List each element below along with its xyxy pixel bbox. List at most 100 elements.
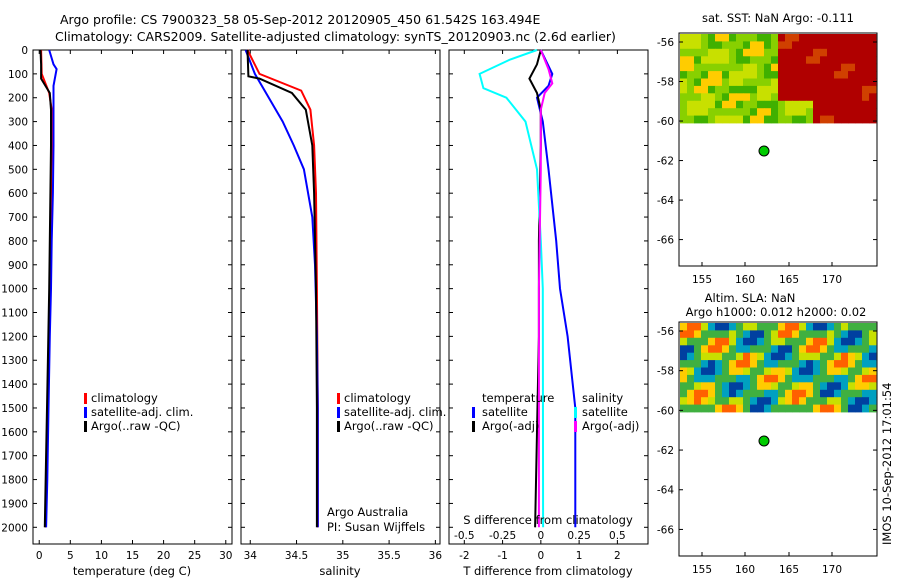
map-cell bbox=[827, 115, 835, 124]
map-cell bbox=[771, 48, 779, 57]
map-cell bbox=[694, 345, 702, 354]
map-cell bbox=[869, 108, 877, 116]
map-cell bbox=[778, 345, 786, 354]
note-pi: PI: Susan Wijffels bbox=[327, 520, 425, 534]
map-cell bbox=[708, 34, 716, 42]
map-cell bbox=[680, 41, 688, 50]
map-cell bbox=[820, 85, 828, 94]
map-cell bbox=[841, 115, 849, 124]
map-cell bbox=[680, 108, 688, 116]
map-cell bbox=[736, 382, 744, 391]
map-cell bbox=[708, 71, 716, 79]
depth-tick-label: 1800 bbox=[1, 475, 28, 487]
x-tick-label: 30 bbox=[219, 550, 232, 562]
map-cell bbox=[778, 360, 786, 368]
map-cell bbox=[729, 115, 737, 124]
map-cell bbox=[848, 115, 856, 124]
map-cell bbox=[757, 93, 765, 102]
sla-field bbox=[680, 323, 877, 413]
map-cell bbox=[785, 48, 793, 57]
map-cell bbox=[764, 108, 772, 116]
map-cell bbox=[806, 48, 814, 57]
map-cell bbox=[827, 330, 835, 339]
map-cell bbox=[778, 115, 786, 124]
map-cell bbox=[687, 48, 695, 57]
map-cell bbox=[708, 345, 716, 354]
map-cell bbox=[715, 337, 723, 346]
map-cell bbox=[743, 323, 751, 331]
map-cell bbox=[701, 374, 709, 383]
map-cell bbox=[841, 323, 849, 331]
map-cell bbox=[799, 100, 807, 109]
map-cell bbox=[792, 330, 800, 339]
x-tick-label: -2 bbox=[459, 550, 469, 562]
map-cell bbox=[820, 397, 828, 405]
depth-tick-label: 1600 bbox=[1, 427, 28, 439]
map-cell bbox=[855, 34, 863, 42]
map-cell bbox=[806, 71, 814, 79]
map-cell bbox=[820, 56, 828, 65]
map-cell bbox=[848, 108, 856, 116]
map-cell bbox=[869, 41, 877, 50]
map-cell bbox=[722, 100, 730, 109]
map-cell bbox=[750, 48, 758, 57]
legend-swatch-satellite bbox=[337, 407, 340, 418]
map-cell bbox=[743, 34, 751, 42]
x-tick-label: -1 bbox=[497, 550, 507, 562]
map-cell bbox=[841, 345, 849, 354]
map-cell bbox=[764, 100, 772, 109]
map-cell bbox=[743, 374, 751, 383]
map-cell bbox=[792, 404, 800, 413]
map-y-tick-label: -64 bbox=[657, 195, 674, 207]
map-cell bbox=[855, 56, 863, 65]
map-cell bbox=[806, 85, 814, 94]
header-line2: Climatology: CARS2009. Satellite-adjuste… bbox=[55, 29, 616, 44]
map-cell bbox=[750, 382, 758, 391]
map-cell bbox=[715, 63, 723, 72]
legend-swatch-satellite bbox=[84, 407, 87, 418]
map-cell bbox=[799, 367, 807, 376]
map-cell bbox=[820, 352, 828, 361]
map-cell bbox=[806, 367, 814, 376]
map-cell bbox=[764, 41, 772, 50]
map-cell bbox=[848, 367, 856, 376]
map-cell bbox=[820, 115, 828, 124]
map-cell bbox=[722, 78, 730, 87]
map-cell bbox=[778, 367, 786, 376]
depth-tick-label: 800 bbox=[8, 236, 28, 248]
map-cell bbox=[855, 374, 863, 383]
map-cell bbox=[701, 85, 709, 94]
map-cell bbox=[848, 63, 856, 72]
map-cell bbox=[820, 100, 828, 109]
x-tick-label: 25 bbox=[188, 550, 201, 562]
map-cell bbox=[757, 48, 765, 57]
map-cell bbox=[715, 397, 723, 405]
map-cell bbox=[771, 360, 779, 368]
map-cell bbox=[715, 404, 723, 413]
map-cell bbox=[834, 345, 842, 354]
map-cell bbox=[764, 71, 772, 79]
map-cell bbox=[778, 93, 786, 102]
map-cell bbox=[771, 337, 779, 346]
map-cell bbox=[813, 389, 821, 398]
map-cell bbox=[722, 345, 730, 354]
map-cell bbox=[722, 352, 730, 361]
depth-tick-label: 1000 bbox=[1, 284, 28, 296]
map-cell bbox=[855, 108, 863, 116]
map-cell bbox=[729, 337, 737, 346]
map-cell bbox=[855, 85, 863, 94]
map-cell bbox=[729, 71, 737, 79]
map-cell bbox=[862, 352, 870, 361]
map-cell bbox=[757, 360, 765, 368]
map-cell bbox=[778, 330, 786, 339]
map-cell bbox=[701, 108, 709, 116]
map-cell bbox=[862, 100, 870, 109]
map-cell bbox=[792, 108, 800, 116]
map-cell bbox=[722, 323, 730, 331]
map-cell bbox=[750, 404, 758, 413]
map-cell bbox=[743, 382, 751, 391]
map-cell bbox=[862, 108, 870, 116]
map-cell bbox=[820, 345, 828, 354]
map-cell bbox=[778, 404, 786, 413]
map-cell bbox=[834, 63, 842, 72]
